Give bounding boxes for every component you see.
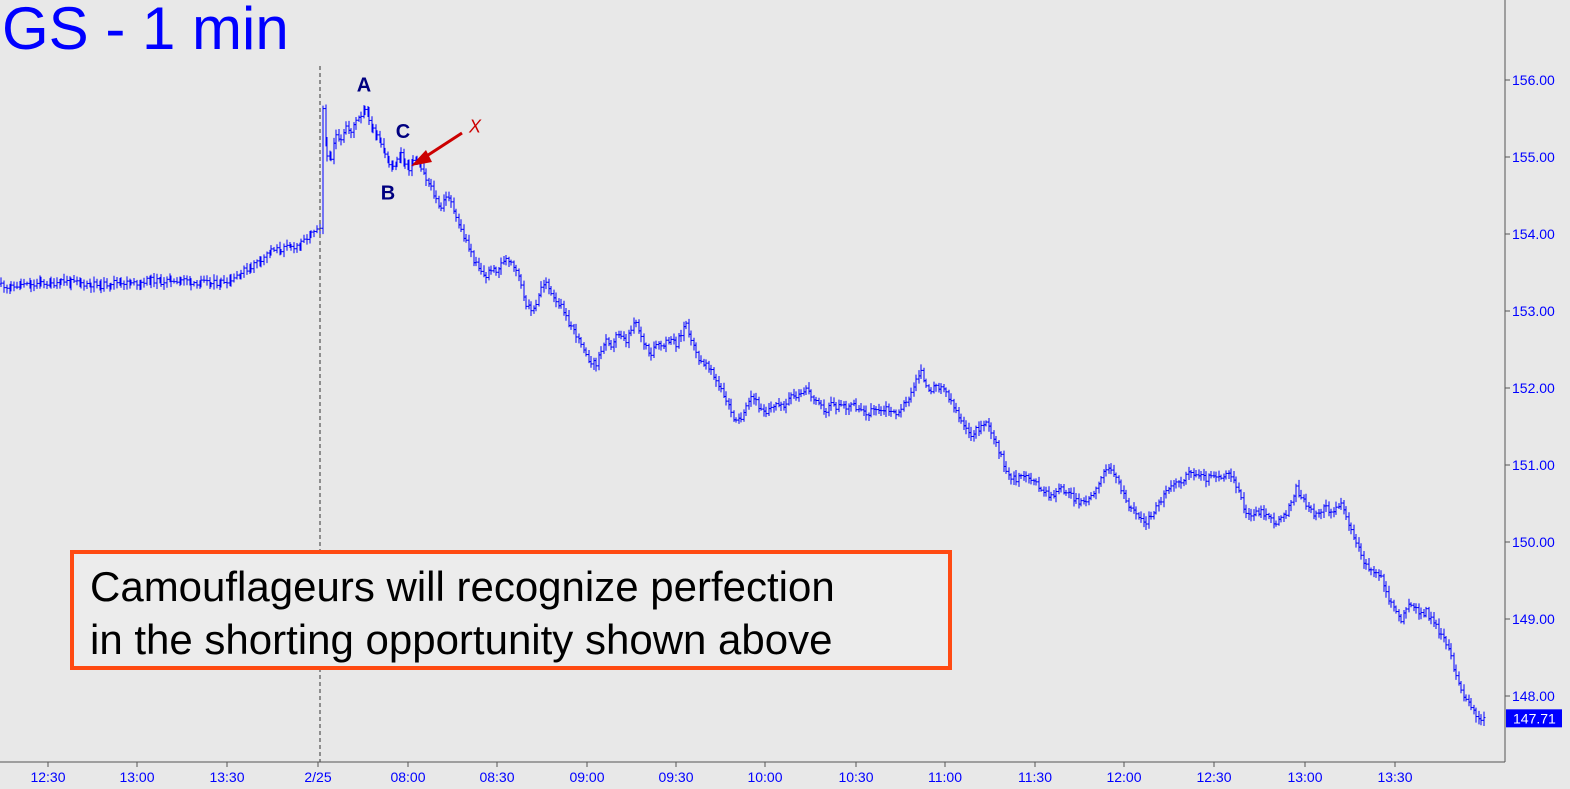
x-tick-label: 08:30 [479, 769, 514, 785]
x-tick-label: 13:30 [1377, 769, 1412, 785]
x-tick-label: 13:00 [1287, 769, 1322, 785]
y-tick-label: 152.00 [1512, 380, 1555, 396]
last-price-label: 147.71 [1513, 710, 1556, 726]
x-tick-label: 12:00 [1106, 769, 1141, 785]
chart-title: GS - 1 min [2, 0, 289, 62]
callout-line-1: Camouflageurs will recognize perfection [90, 563, 835, 610]
wave-annotations: A B C X [357, 75, 482, 205]
last-price-box [1506, 709, 1562, 728]
x-tick-label: 11:30 [1018, 769, 1052, 785]
annotation-c: C [396, 121, 410, 143]
annotation-a: A [357, 75, 371, 97]
x-tick-label: 11:00 [928, 769, 962, 785]
price-bars [0, 104, 1486, 726]
x-tick-label: 10:30 [838, 769, 873, 785]
x-tick-label: 08:00 [390, 769, 425, 785]
arrow-x-head [411, 150, 432, 166]
x-tick-label: 2/25 [304, 769, 331, 785]
x-tick-label: 09:00 [569, 769, 604, 785]
arrow-x-shaft [421, 131, 463, 161]
y-tick-label: 151.00 [1512, 457, 1555, 473]
y-axis: 156.00 155.00 154.00 153.00 152.00 151.00 150.… [1505, 72, 1555, 704]
y-tick-label: 156.00 [1512, 72, 1555, 88]
annotation-b: B [381, 182, 395, 204]
x-tick-label: 09:30 [658, 769, 693, 785]
y-tick-label: 149.00 [1512, 611, 1555, 627]
last-price-tag: 147.71 [1506, 709, 1562, 728]
annotation-x: X [468, 116, 482, 136]
x-tick-label: 10:00 [747, 769, 782, 785]
x-axis: 12:30 13:00 13:30 2/25 08:00 08:30 09:00 09:30 1… [30, 762, 1413, 785]
x-tick-label: 12:30 [1196, 769, 1231, 785]
y-tick-label: 148.00 [1512, 688, 1555, 704]
x-tick-label: 13:00 [119, 769, 154, 785]
y-tick-label: 154.00 [1512, 226, 1555, 242]
callout-line-2: in the shorting opportunity shown above [90, 616, 833, 663]
callout-box: Camouflageurs will recognize perfection … [70, 550, 952, 670]
x-tick-label: 12:30 [30, 769, 65, 785]
y-tick-label: 155.00 [1512, 149, 1555, 165]
x-tick-label: 13:30 [209, 769, 244, 785]
y-tick-label: 153.00 [1512, 303, 1555, 319]
y-tick-label: 150.00 [1512, 534, 1555, 550]
